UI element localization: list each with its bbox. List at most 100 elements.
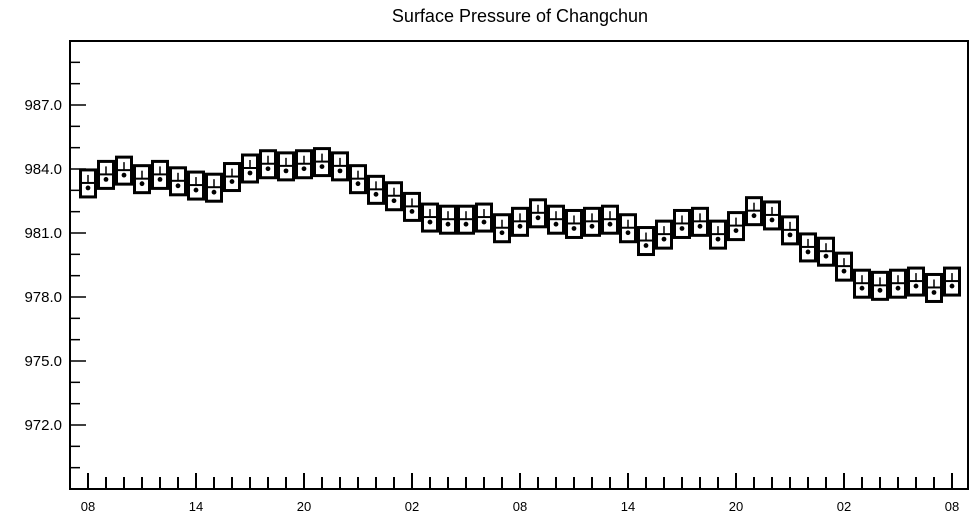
data-point xyxy=(547,204,565,235)
data-point xyxy=(565,208,583,239)
x-tick-label: 14 xyxy=(621,499,635,514)
data-point xyxy=(295,149,313,180)
x-tick-label: 08 xyxy=(945,499,959,514)
data-point xyxy=(889,268,907,299)
data-point xyxy=(349,164,367,195)
data-point xyxy=(781,215,799,246)
data-point-dot xyxy=(877,287,883,293)
data-point-dot xyxy=(661,236,667,242)
data-point xyxy=(583,206,601,237)
data-point xyxy=(619,213,637,244)
data-point xyxy=(97,159,115,190)
data-point-dot xyxy=(337,168,343,174)
data-point xyxy=(835,251,853,282)
data-point-dot xyxy=(319,164,325,170)
data-point xyxy=(169,166,187,197)
data-point xyxy=(79,168,97,199)
data-point-dot xyxy=(607,221,613,227)
data-point xyxy=(511,206,529,237)
y-tick-label: 975.0 xyxy=(24,353,62,370)
data-point-dot xyxy=(535,215,541,221)
data-point xyxy=(691,206,709,237)
data-points xyxy=(79,147,961,303)
x-axis: 08 14 20 02 08 14 20 02 08 xyxy=(81,473,959,514)
data-point-dot xyxy=(625,230,631,236)
data-point xyxy=(475,202,493,233)
x-tick-label: 08 xyxy=(81,499,95,514)
data-point xyxy=(259,149,277,180)
data-point-dot xyxy=(265,166,271,172)
data-point-dot xyxy=(481,219,487,225)
data-point-dot xyxy=(373,191,379,197)
data-point xyxy=(493,213,511,244)
data-point xyxy=(943,266,961,297)
x-tick-label: 08 xyxy=(513,499,527,514)
data-point xyxy=(637,226,655,257)
data-point-dot xyxy=(499,230,505,236)
data-point xyxy=(799,232,817,263)
x-tick-label: 20 xyxy=(729,499,743,514)
y-tick-label: 978.0 xyxy=(24,289,62,306)
data-point-dot xyxy=(391,198,397,204)
data-point xyxy=(763,200,781,231)
data-point xyxy=(313,147,331,178)
data-point xyxy=(673,208,691,239)
data-point xyxy=(241,153,259,184)
data-point xyxy=(133,164,151,195)
data-point xyxy=(331,151,349,182)
data-point xyxy=(853,268,871,299)
data-point xyxy=(925,272,943,303)
data-point xyxy=(367,174,385,205)
data-point-dot xyxy=(247,170,253,176)
data-point xyxy=(817,236,835,267)
data-point xyxy=(223,162,241,193)
data-point-dot xyxy=(409,209,415,214)
data-point xyxy=(655,219,673,250)
x-tick-label: 20 xyxy=(297,499,311,514)
data-point-dot xyxy=(301,166,307,172)
data-point-dot xyxy=(895,285,901,291)
data-point-dot xyxy=(679,226,685,231)
data-point-dot xyxy=(913,283,919,289)
data-point-dot xyxy=(931,290,937,295)
data-point-dot xyxy=(643,243,649,248)
data-point xyxy=(439,204,457,235)
data-point-dot xyxy=(787,232,793,238)
data-point xyxy=(529,198,547,229)
data-point xyxy=(457,204,475,235)
data-point-dot xyxy=(769,217,775,223)
data-point-dot xyxy=(229,179,235,184)
data-point-dot xyxy=(139,181,145,187)
data-point xyxy=(601,204,619,235)
data-point-dot xyxy=(175,183,181,189)
data-point-dot xyxy=(211,189,217,195)
data-point-dot xyxy=(283,168,289,174)
x-tick-label: 02 xyxy=(837,499,851,514)
data-point-dot xyxy=(715,236,721,242)
y-tick-label: 984.0 xyxy=(24,161,62,178)
data-point-dot xyxy=(859,285,865,291)
data-point xyxy=(421,202,439,233)
data-point xyxy=(907,266,925,297)
data-point-dot xyxy=(157,177,163,182)
data-point-dot xyxy=(733,228,739,234)
data-point-dot xyxy=(85,185,91,191)
data-point-dot xyxy=(949,283,955,289)
data-point-dot xyxy=(571,226,577,231)
data-point xyxy=(727,211,745,242)
data-point-dot xyxy=(445,221,451,227)
y-tick-label: 981.0 xyxy=(24,225,62,242)
data-point xyxy=(709,219,727,250)
data-point-dot xyxy=(823,253,829,259)
data-point xyxy=(205,172,223,203)
chart-title: Surface Pressure of Changchun xyxy=(392,6,648,26)
data-point xyxy=(385,181,403,212)
data-point xyxy=(187,170,205,201)
data-point-dot xyxy=(589,223,595,229)
y-axis: 972.0 975.0 978.0 981.0 984.0 987.0 xyxy=(24,61,86,469)
data-point-dot xyxy=(193,187,199,193)
data-point xyxy=(151,159,169,190)
data-point xyxy=(403,191,421,222)
data-point xyxy=(115,155,133,186)
